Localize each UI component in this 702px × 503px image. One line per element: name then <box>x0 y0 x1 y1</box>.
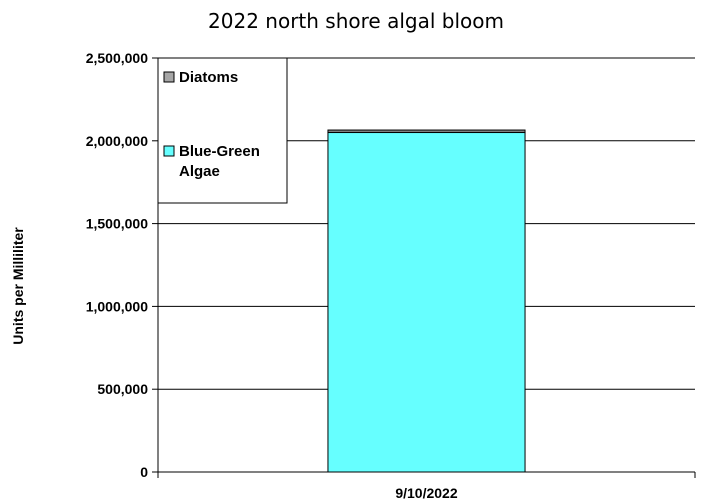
bar-segment <box>327 132 526 473</box>
y-axis-label: Units per Milliliter <box>10 227 26 345</box>
x-tick-labels: 9/10/2022 <box>395 485 457 501</box>
y-tick-label: 1,500,000 <box>86 216 148 232</box>
y-tick-labels: 0 500,000 1,000,000 1,500,000 2,000,000 2,500… <box>86 50 149 480</box>
y-tick-label: 1,000,000 <box>86 298 148 314</box>
legend: Diatoms Blue-Green Algae <box>157 57 288 204</box>
x-tick-label: 9/10/2022 <box>395 485 457 501</box>
legend-swatch <box>163 145 175 157</box>
y-tick-label: 0 <box>140 464 148 480</box>
legend-label: Blue-Green <box>179 143 260 160</box>
y-tick-label: 2,000,000 <box>86 133 148 149</box>
legend-label: Diatoms <box>179 69 238 86</box>
bar-segment <box>327 129 526 134</box>
bars <box>327 129 526 473</box>
chart-title: 2022 north shore algal bloom <box>208 9 504 33</box>
y-tick-label: 2,500,000 <box>86 50 148 66</box>
y-tick-label: 500,000 <box>97 381 148 397</box>
legend-label: Algae <box>179 163 220 180</box>
legend-swatch <box>163 71 175 83</box>
legend-box <box>157 57 288 204</box>
